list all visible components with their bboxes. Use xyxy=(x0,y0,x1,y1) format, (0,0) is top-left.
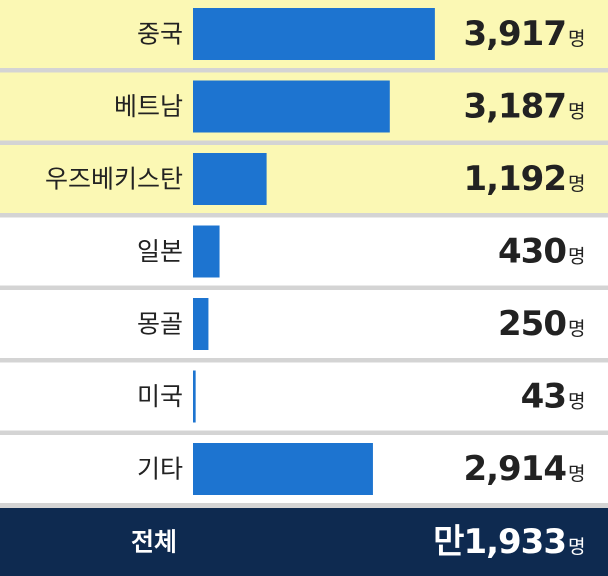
value-label: 43 xyxy=(521,377,566,417)
bar xyxy=(193,443,373,495)
unit-label: 명 xyxy=(568,173,585,195)
row-background xyxy=(0,362,608,431)
bar xyxy=(193,225,220,278)
bar xyxy=(193,153,267,205)
unit-label: 명 xyxy=(568,246,585,268)
row-background xyxy=(0,217,608,286)
total-row-background xyxy=(0,508,608,576)
category-label: 미국 xyxy=(137,382,183,411)
unit-label: 명 xyxy=(568,536,585,558)
bar xyxy=(193,370,196,423)
unit-label: 명 xyxy=(568,101,585,123)
unit-label: 명 xyxy=(568,463,585,485)
unit-label: 명 xyxy=(568,391,585,413)
total-value-label: 만1,933 xyxy=(433,522,566,562)
bar xyxy=(193,8,435,60)
category-label: 기타 xyxy=(137,455,183,484)
category-label: 중국 xyxy=(137,20,183,49)
category-label: 우즈베키스탄 xyxy=(45,165,183,194)
value-label: 1,192 xyxy=(463,159,566,199)
value-label: 2,914 xyxy=(463,449,566,489)
bar xyxy=(193,80,390,133)
unit-label: 명 xyxy=(568,318,585,340)
value-label: 250 xyxy=(498,304,566,344)
total-label: 전체 xyxy=(131,528,177,557)
row-background xyxy=(0,290,608,358)
bar xyxy=(193,298,209,350)
category-label: 일본 xyxy=(137,237,183,266)
value-label: 3,917 xyxy=(463,14,566,54)
category-label: 베트남 xyxy=(114,92,183,121)
value-label: 430 xyxy=(498,232,566,272)
row-background xyxy=(0,145,608,213)
category-label: 몽골 xyxy=(137,310,183,339)
value-label: 3,187 xyxy=(463,87,566,127)
unit-label: 명 xyxy=(568,28,585,50)
